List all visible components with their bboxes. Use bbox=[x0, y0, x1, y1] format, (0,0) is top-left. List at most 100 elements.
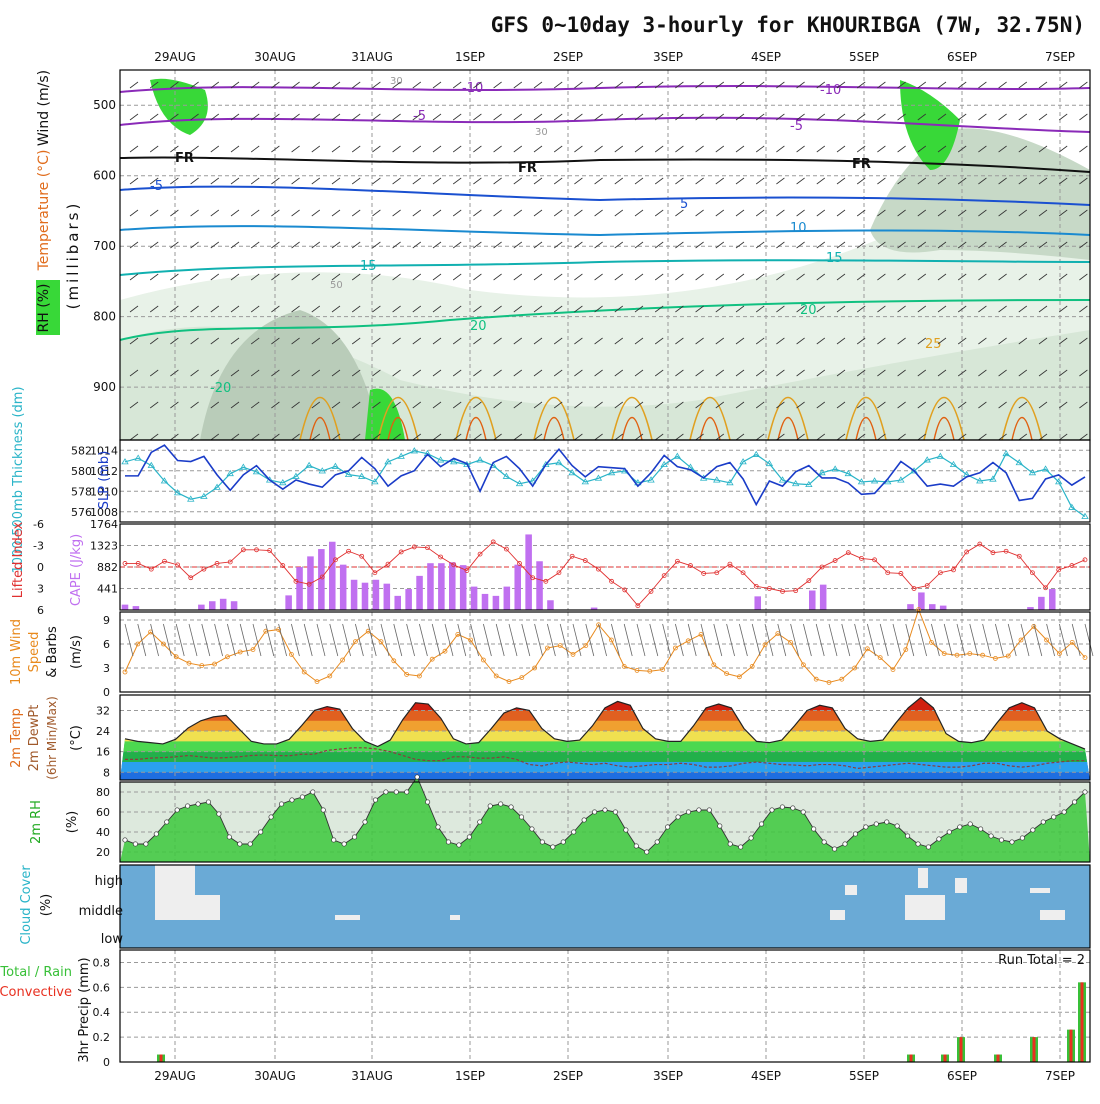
wind-barb bbox=[675, 401, 684, 409]
wind-barb bbox=[412, 145, 422, 153]
lifted-point bbox=[214, 561, 220, 566]
lifted-point bbox=[924, 583, 930, 589]
wind-barb bbox=[311, 305, 321, 313]
wind-speed-point bbox=[186, 660, 192, 666]
precip-tick: 0 bbox=[103, 1056, 110, 1069]
bottom-day-label: 30AUG bbox=[254, 1069, 296, 1083]
thickness-point bbox=[765, 459, 774, 467]
thickness-point bbox=[371, 478, 379, 485]
wind-barb bbox=[351, 113, 361, 121]
wind-barb bbox=[473, 113, 482, 121]
lifted-point bbox=[780, 588, 785, 594]
wind-barb bbox=[129, 369, 139, 377]
lifted-point bbox=[753, 583, 759, 589]
wind-barb-10m bbox=[687, 623, 697, 657]
lifted-point bbox=[793, 588, 799, 594]
axis-label-wind10: 10m Wind bbox=[9, 619, 24, 685]
lifted-point bbox=[543, 578, 549, 584]
wind-speed-point bbox=[890, 667, 896, 672]
wind-barb-10m bbox=[393, 623, 403, 657]
wind-barb bbox=[735, 113, 745, 121]
wind-barb-10m bbox=[662, 623, 671, 657]
wind-barb bbox=[291, 369, 300, 377]
wind-barb bbox=[392, 81, 401, 89]
wind-barb bbox=[654, 81, 664, 89]
isotherm-label: 25 bbox=[925, 337, 942, 352]
thickness-point bbox=[542, 460, 550, 467]
isotherm-label: 10 bbox=[790, 221, 807, 236]
wind-barb bbox=[170, 209, 179, 217]
wind-barb bbox=[190, 305, 199, 313]
wind-barb bbox=[695, 81, 704, 89]
lifted-point bbox=[714, 570, 720, 576]
wind-barb bbox=[372, 145, 381, 153]
wind-barb bbox=[452, 433, 462, 441]
wind-barb bbox=[412, 177, 422, 185]
wind-barb bbox=[553, 209, 563, 217]
wind-barb bbox=[1018, 209, 1028, 217]
wind-barb bbox=[897, 113, 906, 121]
wind-barb bbox=[715, 337, 725, 345]
lifted-point bbox=[162, 558, 167, 564]
lifted-point bbox=[201, 566, 207, 572]
wind-barb bbox=[877, 337, 886, 345]
cape-bar bbox=[132, 606, 140, 610]
cape-bar bbox=[907, 604, 914, 610]
pressure-tick: 800 bbox=[93, 310, 116, 324]
rh-point bbox=[1072, 799, 1078, 805]
top-day-label: 2SEP bbox=[553, 50, 583, 64]
wind-barb bbox=[311, 401, 321, 409]
lifted-point bbox=[306, 581, 312, 587]
thickness-point bbox=[331, 462, 340, 469]
lifted-point bbox=[964, 549, 970, 555]
wind-barb bbox=[432, 177, 442, 185]
wind-barb bbox=[1079, 113, 1088, 121]
bottom-day-label: 2SEP bbox=[553, 1069, 583, 1083]
wind-barb bbox=[897, 241, 906, 249]
wind-barb bbox=[594, 369, 603, 377]
cape-bar bbox=[361, 582, 369, 610]
rh-point bbox=[748, 835, 754, 841]
isotherm-30 bbox=[465, 417, 487, 441]
wind-barb-10m bbox=[303, 623, 313, 657]
wind-barb bbox=[917, 209, 927, 217]
rh-point bbox=[978, 826, 984, 832]
wind-speed-point bbox=[1082, 655, 1088, 660]
thickness-point bbox=[1054, 478, 1063, 485]
rh-point bbox=[435, 824, 441, 830]
wind-barb bbox=[553, 369, 563, 377]
wind-barb bbox=[291, 273, 300, 281]
rh-point bbox=[727, 841, 733, 847]
cape-bar bbox=[590, 607, 598, 610]
wind-barb-10m bbox=[457, 623, 467, 657]
wind-barb bbox=[210, 81, 220, 89]
wind-barb bbox=[432, 369, 442, 377]
lifted-tick: 3 bbox=[37, 583, 44, 596]
wind-barb bbox=[897, 177, 906, 185]
wind-barb bbox=[776, 337, 785, 345]
cloud-block bbox=[1040, 910, 1065, 920]
lifted-point bbox=[503, 546, 509, 552]
lifted-point bbox=[990, 550, 996, 556]
wind-barb bbox=[190, 273, 199, 281]
isotherm-5 bbox=[119, 185, 1091, 206]
lifted-point bbox=[977, 541, 983, 547]
wind-barb bbox=[513, 113, 523, 121]
axis-label-cloud: Cloud Cover bbox=[19, 865, 34, 945]
thickness-point bbox=[594, 474, 603, 481]
rh-area bbox=[120, 777, 1090, 862]
wind-speed-point bbox=[570, 652, 576, 657]
wind-barb bbox=[473, 369, 482, 377]
rh-point bbox=[863, 824, 869, 830]
thickness-point bbox=[713, 476, 721, 483]
cape-bar bbox=[427, 563, 434, 610]
wind-speed-point bbox=[212, 661, 218, 667]
lifted-point bbox=[582, 558, 588, 563]
wind-barb-10m bbox=[879, 623, 889, 657]
wind-barb bbox=[170, 177, 179, 185]
rh-point bbox=[706, 807, 712, 813]
wind-speed-point bbox=[660, 667, 665, 672]
wind-barb bbox=[574, 145, 583, 153]
isotherm-20 bbox=[119, 299, 1091, 341]
cloud-block bbox=[155, 865, 180, 920]
